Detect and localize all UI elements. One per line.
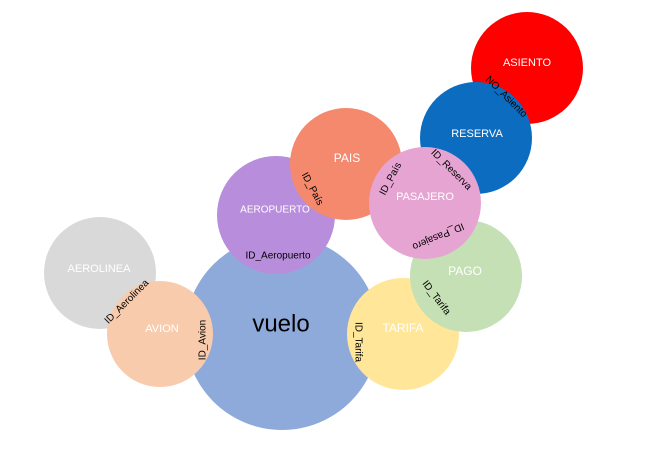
asiento-label: ASIENTO xyxy=(503,57,552,69)
avion-circle xyxy=(107,281,213,387)
pago-label: PAGO xyxy=(448,264,482,278)
vuelo-label: vuelo xyxy=(252,311,309,338)
aerolinea-label: AEROLINEA xyxy=(68,263,132,275)
pasajero-label: PASAJERO xyxy=(396,191,454,203)
id-avion-key: ID_Avion xyxy=(198,320,209,360)
pasajero-circle xyxy=(369,147,481,259)
tarifa-label: TARIFA xyxy=(382,321,423,335)
reserva-label: RESERVA xyxy=(451,128,503,140)
pais-label: PAIS xyxy=(334,151,360,165)
vuelo-circle xyxy=(185,236,379,430)
id-tarifa-vuelo-key: ID_Tarifa xyxy=(353,322,364,362)
id-aeropuerto-key: ID_Aeropuerto xyxy=(245,251,310,262)
avion-label: AVION xyxy=(145,323,178,335)
aeropuerto-label: AEROPUERTO xyxy=(240,205,310,216)
